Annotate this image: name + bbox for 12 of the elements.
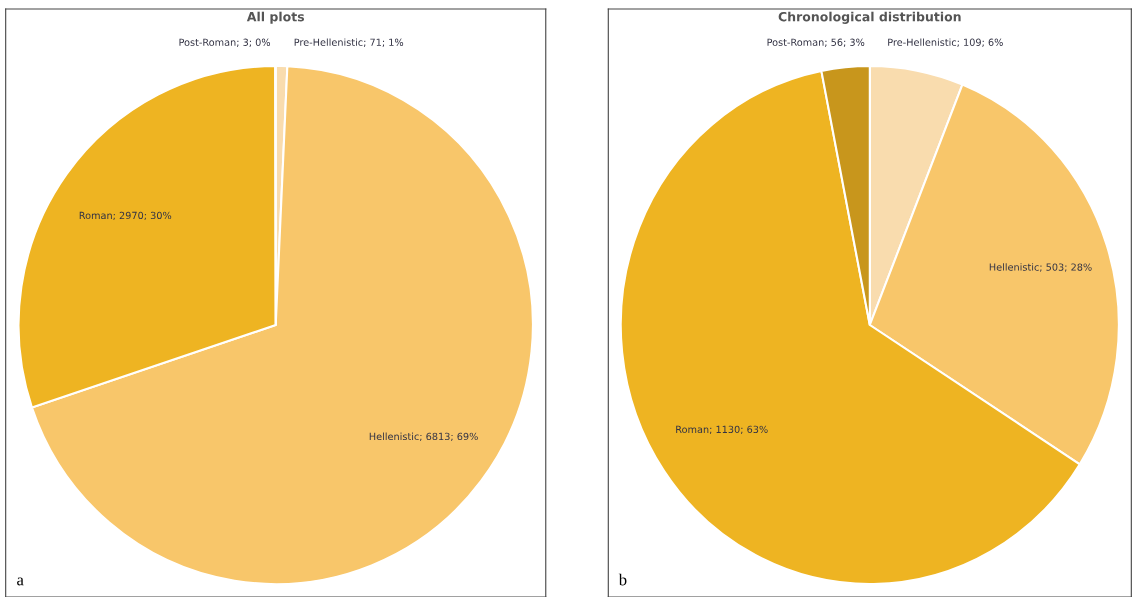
slice-label: Post-Roman; 3; 0% [179, 38, 271, 47]
chart-title: All plots [246, 11, 305, 24]
slice-label: Roman; 2970; 30% [79, 211, 172, 221]
slice-label: Pre-Hellenistic; 71; 1% [294, 38, 404, 47]
slice-label: Hellenistic; 6813; 69% [369, 432, 478, 442]
slice-label: Hellenistic; 503; 28% [989, 263, 1092, 272]
text: b [618, 573, 627, 586]
slice-label: Post-Roman; 56; 3% [767, 38, 865, 47]
text: a [17, 577, 24, 586]
chart-title: Chronological distribution [778, 11, 961, 24]
slice-label: Pre-Hellenistic; 109; 6% [888, 38, 1003, 47]
slice-label: Roman; 1130; 63% [676, 425, 768, 435]
